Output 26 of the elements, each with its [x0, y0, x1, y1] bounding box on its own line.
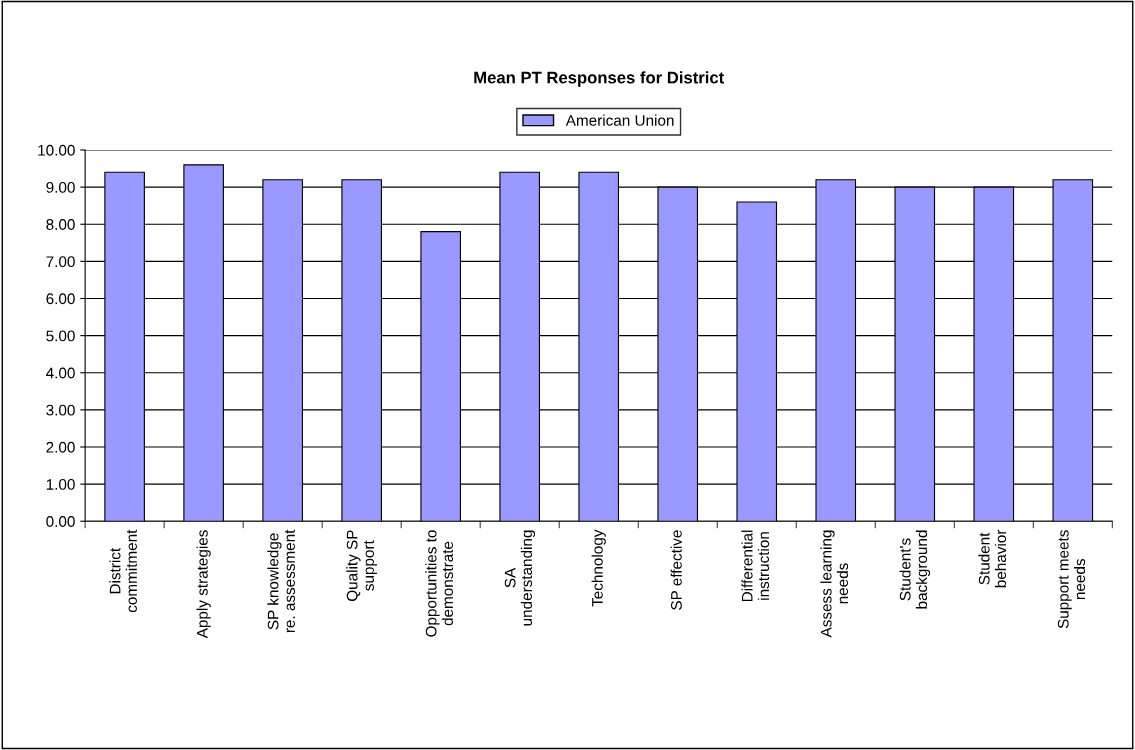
y-tick-label: 7.00	[46, 256, 75, 268]
y-tick-label: 1.00	[46, 478, 75, 490]
x-tick-label: Technology	[591, 529, 606, 607]
x-tick-label: Opportunities to demonstrate	[425, 530, 454, 637]
y-tick-label: 4.00	[46, 367, 75, 379]
x-tick-label: SA understanding	[504, 530, 536, 626]
x-tick-label: Student's background	[899, 530, 931, 609]
x-tick-label: Student behavior	[978, 529, 1007, 588]
x-tick-label: Quality SP support	[346, 530, 378, 602]
x-tick-label: Differential instruction	[741, 530, 770, 602]
y-tick-label: 6.00	[46, 293, 75, 305]
legend-label: American Union	[565, 114, 674, 126]
x-tick-label: SP effective	[670, 530, 682, 610]
y-tick-label: 5.00	[46, 330, 75, 342]
x-tick-label: SP knowledge re. assessment	[267, 529, 295, 633]
chart-title: Mean PT Responses for District	[474, 71, 725, 87]
x-tick-label: Support meets needs	[1057, 530, 1086, 629]
y-tick-label: 10.00	[38, 144, 75, 156]
y-tick-label: 0.00	[46, 516, 75, 527]
x-tick-label: Apply strategies	[196, 530, 211, 639]
y-tick-label: 9.00	[46, 181, 75, 193]
x-tick-label: Assess learning needs	[820, 530, 849, 638]
y-tick-label: 8.00	[46, 219, 75, 230]
x-tick-label: District commitment	[109, 529, 137, 613]
y-tick-label: 3.00	[46, 404, 75, 416]
y-tick-label: 2.00	[46, 441, 75, 453]
